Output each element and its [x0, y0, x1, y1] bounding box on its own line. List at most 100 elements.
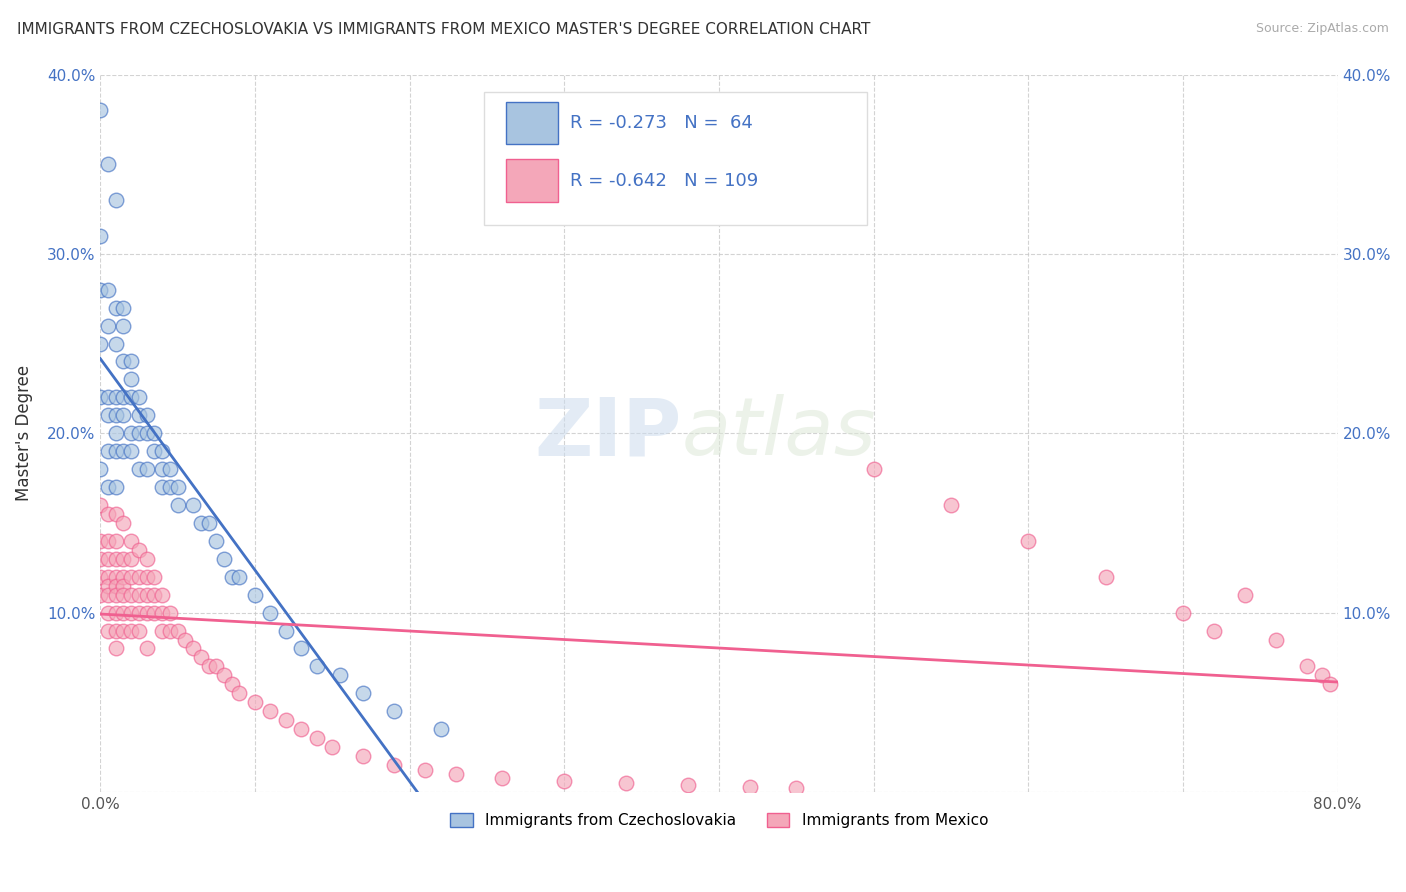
- Point: [676, 778, 699, 792]
- Point: [228, 570, 250, 584]
- Point: [197, 659, 219, 673]
- Point: [89, 336, 111, 351]
- Point: [104, 507, 127, 521]
- Point: [128, 588, 150, 602]
- Point: [228, 686, 250, 700]
- Point: [97, 533, 120, 548]
- Point: [190, 650, 212, 665]
- Point: [104, 579, 127, 593]
- Point: [181, 498, 204, 512]
- Point: [89, 588, 111, 602]
- Text: Source: ZipAtlas.com: Source: ZipAtlas.com: [1256, 22, 1389, 36]
- Point: [205, 659, 228, 673]
- Point: [120, 624, 142, 638]
- Point: [112, 354, 135, 368]
- Legend: Immigrants from Czechoslovakia, Immigrants from Mexico: Immigrants from Czechoslovakia, Immigran…: [444, 807, 994, 835]
- Point: [89, 570, 111, 584]
- Point: [128, 390, 150, 404]
- Point: [221, 677, 243, 691]
- Point: [150, 588, 173, 602]
- Text: ZIP: ZIP: [534, 394, 682, 472]
- Point: [97, 409, 120, 423]
- Text: IMMIGRANTS FROM CZECHOSLOVAKIA VS IMMIGRANTS FROM MEXICO MASTER'S DEGREE CORRELA: IMMIGRANTS FROM CZECHOSLOVAKIA VS IMMIGR…: [17, 22, 870, 37]
- Point: [120, 551, 142, 566]
- Point: [112, 516, 135, 530]
- Point: [104, 409, 127, 423]
- FancyBboxPatch shape: [484, 93, 868, 225]
- Point: [143, 606, 166, 620]
- Point: [120, 444, 142, 458]
- Point: [104, 426, 127, 441]
- Point: [150, 606, 173, 620]
- Point: [212, 551, 235, 566]
- Point: [243, 695, 266, 709]
- Point: [104, 336, 127, 351]
- Point: [166, 480, 188, 494]
- Point: [352, 686, 374, 700]
- Point: [89, 390, 111, 404]
- Point: [97, 480, 120, 494]
- Point: [290, 641, 312, 656]
- Point: [329, 668, 352, 682]
- Point: [97, 390, 120, 404]
- Point: [197, 516, 219, 530]
- Point: [128, 426, 150, 441]
- Point: [159, 462, 181, 476]
- Point: [97, 551, 120, 566]
- Point: [89, 283, 111, 297]
- Point: [104, 193, 127, 207]
- Point: [104, 606, 127, 620]
- Point: [1202, 624, 1225, 638]
- Point: [97, 606, 120, 620]
- Point: [221, 570, 243, 584]
- Point: [112, 570, 135, 584]
- Point: [135, 606, 157, 620]
- Point: [1319, 677, 1341, 691]
- Point: [382, 758, 405, 772]
- Point: [104, 570, 127, 584]
- Point: [112, 606, 135, 620]
- Point: [128, 624, 150, 638]
- Point: [413, 764, 436, 778]
- Point: [150, 624, 173, 638]
- Point: [89, 103, 111, 118]
- Point: [89, 462, 111, 476]
- Point: [166, 498, 188, 512]
- Point: [128, 542, 150, 557]
- Point: [150, 480, 173, 494]
- Point: [1233, 588, 1256, 602]
- Point: [135, 409, 157, 423]
- Point: [104, 480, 127, 494]
- Point: [159, 606, 181, 620]
- Point: [128, 606, 150, 620]
- Point: [120, 426, 142, 441]
- Text: atlas: atlas: [682, 394, 876, 472]
- Point: [1310, 668, 1333, 682]
- Point: [104, 641, 127, 656]
- Point: [89, 533, 111, 548]
- Point: [491, 771, 513, 785]
- Point: [128, 409, 150, 423]
- Point: [120, 533, 142, 548]
- Point: [97, 624, 120, 638]
- Point: [785, 781, 807, 796]
- Point: [174, 632, 197, 647]
- Point: [104, 301, 127, 315]
- Point: [120, 372, 142, 386]
- Point: [112, 588, 135, 602]
- Point: [205, 533, 228, 548]
- Point: [1295, 659, 1317, 673]
- Point: [143, 426, 166, 441]
- Point: [181, 641, 204, 656]
- FancyBboxPatch shape: [506, 159, 558, 202]
- Point: [104, 533, 127, 548]
- Point: [259, 606, 281, 620]
- Point: [305, 659, 328, 673]
- Point: [104, 624, 127, 638]
- Point: [150, 444, 173, 458]
- Point: [143, 570, 166, 584]
- Point: [112, 551, 135, 566]
- Point: [135, 588, 157, 602]
- Point: [305, 731, 328, 746]
- Point: [135, 570, 157, 584]
